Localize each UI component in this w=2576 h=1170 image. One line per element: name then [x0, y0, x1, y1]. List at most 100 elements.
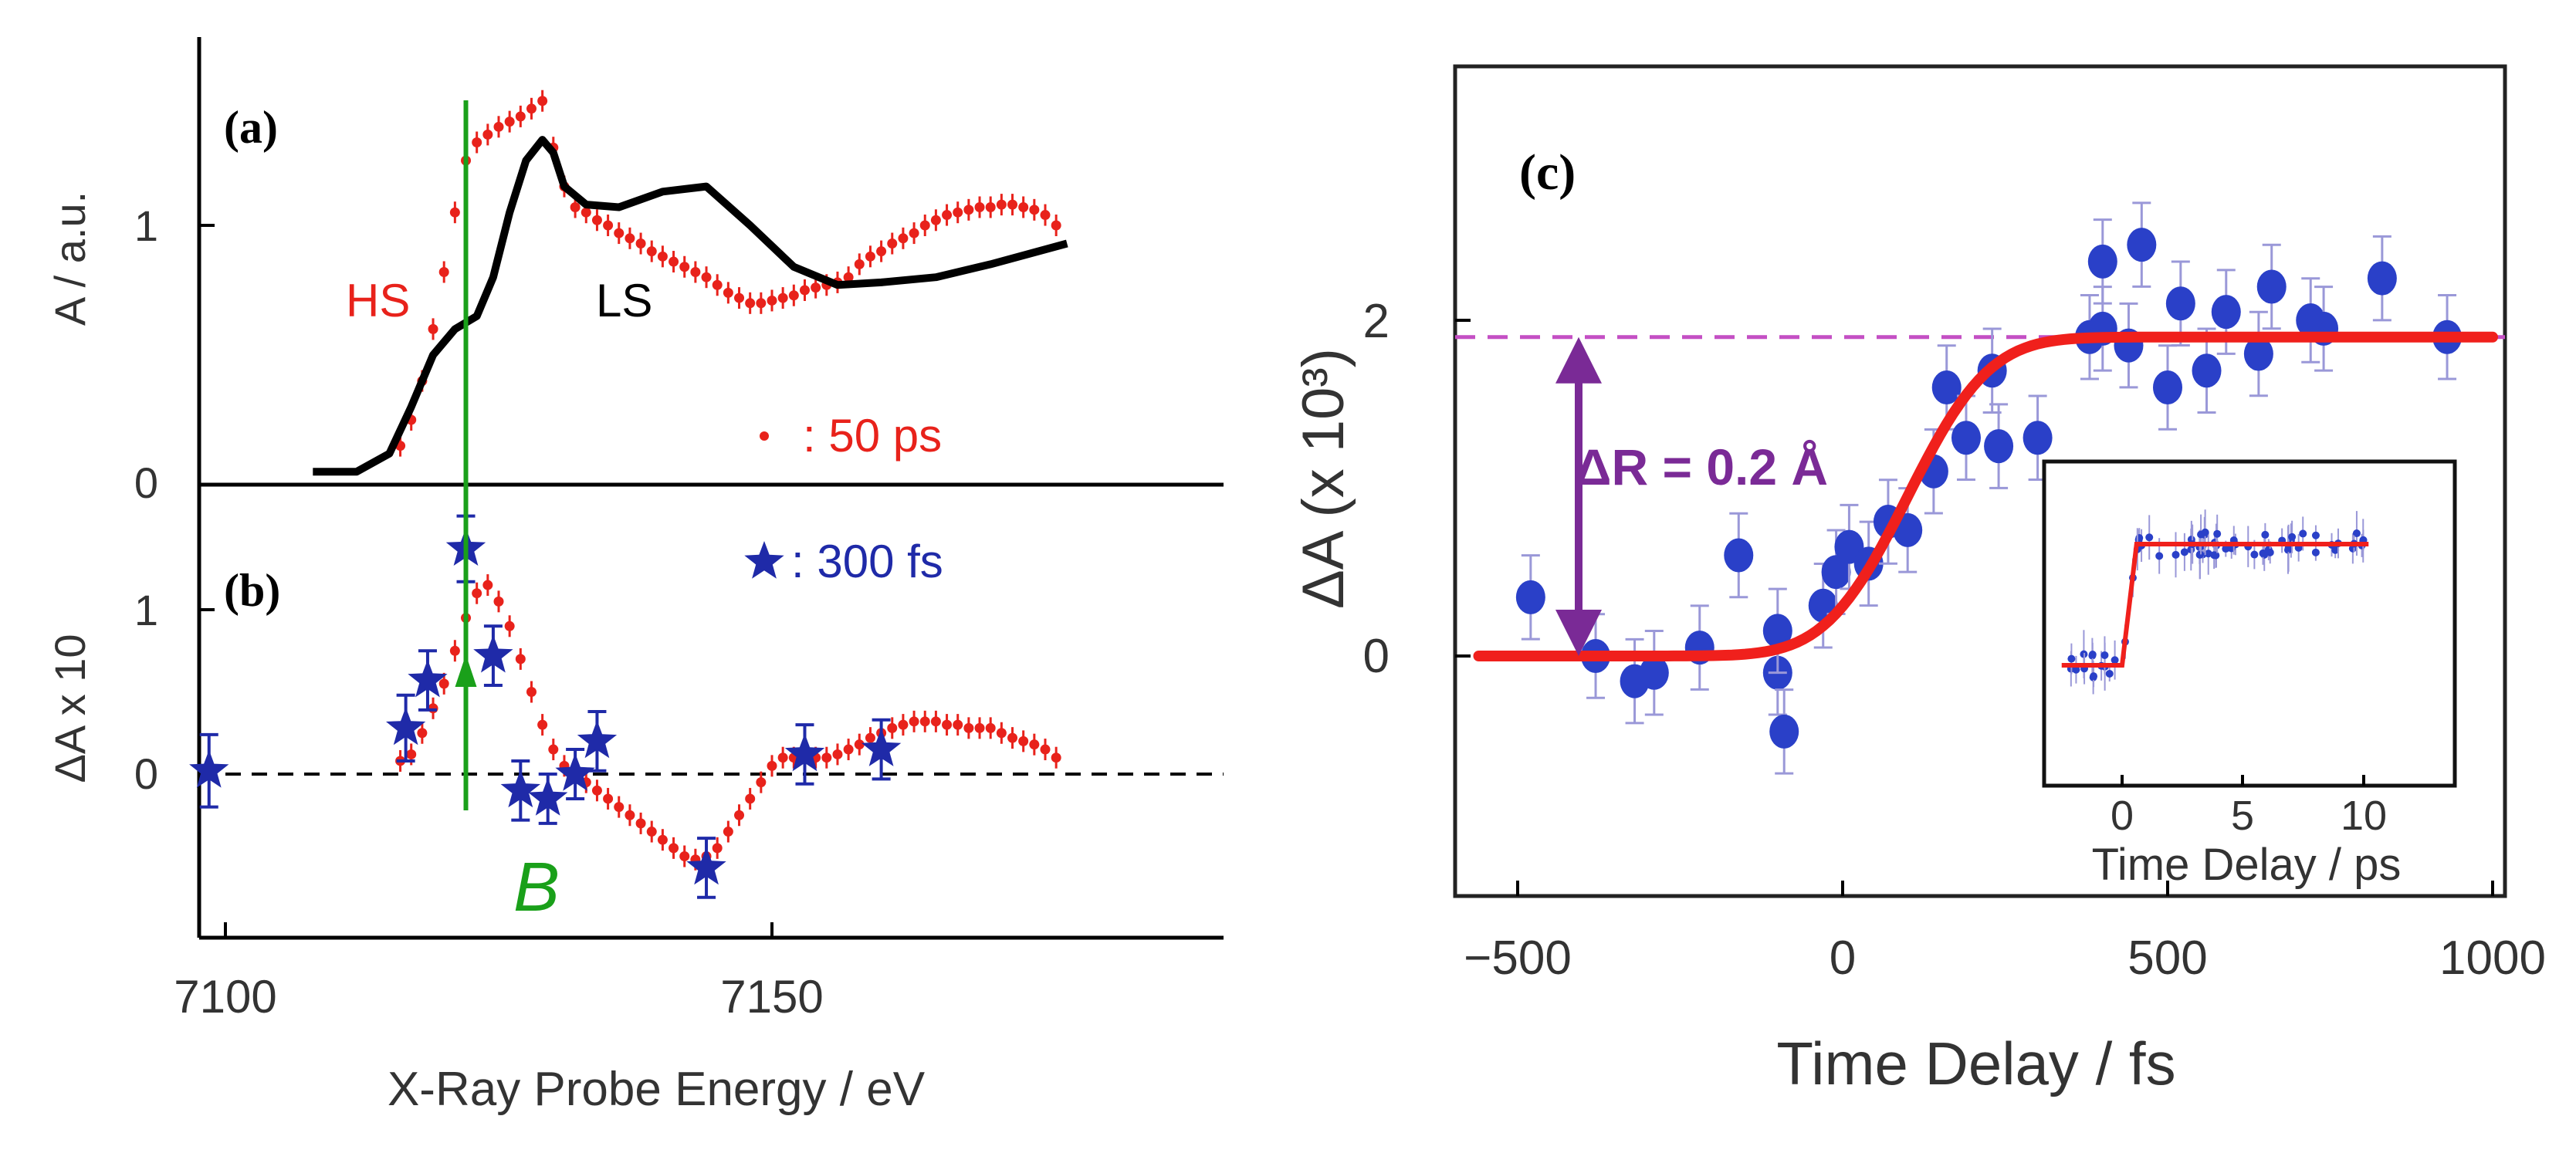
hs-point [930, 209, 941, 232]
inset-point [2288, 520, 2297, 553]
difference-point [504, 615, 515, 637]
hs-point [482, 123, 493, 146]
difference-point [625, 804, 635, 827]
difference-point [767, 755, 777, 777]
inset-xlabel: Time Delay / ps [2092, 840, 2402, 890]
difference-point [712, 837, 723, 859]
difference-point [657, 829, 668, 851]
panel-c-xlabel: Time Delay / fs [1776, 1030, 2175, 1097]
hs-point [472, 131, 482, 154]
panel-c-point [2165, 260, 2195, 347]
legend-label-300fs: : 300 fs [791, 536, 943, 587]
hs-point [657, 245, 668, 268]
difference-point [614, 796, 625, 818]
inset-point [2195, 530, 2204, 580]
panel-b-ytick-1: 1 [134, 586, 158, 634]
panel-b-xaxis: 7100 7150 X-Ray Probe Energy / eV [174, 922, 926, 1116]
panel-c-ytick-0: 0 [1363, 630, 1390, 683]
hs-point [701, 266, 712, 289]
panel-c-xtick-500: 500 [2127, 932, 2207, 985]
star-series-300fs [189, 514, 902, 899]
inset-point [2067, 643, 2076, 675]
difference-point [548, 739, 559, 761]
difference-50ps-points [395, 574, 1061, 871]
hs-point [876, 240, 887, 262]
panel-c-point [1984, 403, 2014, 489]
hs-point [614, 222, 625, 245]
panel-c-point [1639, 630, 1669, 716]
hs-point [919, 215, 930, 236]
panel-c-xtick-0: 0 [1830, 932, 1856, 985]
panel-a-ylabel: A / a.u. [46, 191, 94, 326]
panel-c-point [1769, 688, 1799, 775]
panel-c-point [2367, 235, 2397, 322]
hs-point [428, 318, 438, 340]
difference-point [1018, 730, 1029, 752]
inset-point [2180, 533, 2188, 571]
difference-point [974, 717, 985, 739]
hs-point [1018, 196, 1029, 218]
panel-c-point [2256, 243, 2287, 330]
panel-ab [197, 37, 1224, 940]
panel-c-point [1515, 554, 1545, 641]
difference-point [898, 714, 909, 736]
difference-point [591, 779, 602, 802]
panel-c-point [1684, 604, 1715, 691]
difference-point [723, 820, 733, 843]
panel-c-xtick-n500: −500 [1464, 932, 1572, 985]
star-point [473, 624, 513, 687]
hs-point [788, 284, 799, 306]
legend-star-icon [744, 541, 784, 579]
inset-fit-curve [2061, 542, 2369, 668]
panel-c-point [2153, 344, 2182, 431]
difference-point [832, 743, 843, 766]
hs-point [1029, 198, 1040, 221]
difference-point [646, 820, 657, 843]
hs-point [1040, 204, 1051, 226]
hs-point [635, 232, 646, 255]
difference-point [777, 746, 788, 769]
difference-point [669, 837, 679, 859]
hs-point [504, 110, 515, 133]
inset-point [2100, 636, 2109, 675]
panel-c-point [2309, 286, 2339, 372]
hs-point [963, 198, 974, 221]
panel-c: (c) ΔA (x 10³) 2 0 ΔR = 0.2 Å 0 5 10 Tim… [1291, 64, 2546, 1097]
inset-point [2090, 665, 2098, 688]
panel-c-point [2087, 286, 2117, 372]
difference-point [1007, 727, 1018, 749]
difference-point [515, 648, 526, 670]
star-point [500, 759, 540, 822]
panel-c-xtick-1000: 1000 [2439, 932, 2546, 985]
hs-point [449, 201, 460, 224]
hs-point [679, 255, 690, 278]
marker-b-line [455, 100, 477, 810]
star-point [189, 732, 229, 809]
hs-point [646, 240, 657, 262]
star-point [784, 723, 825, 786]
legend-dot-50ps [760, 431, 769, 441]
hs-point [854, 253, 865, 276]
difference-point [909, 710, 919, 732]
ls-label: LS [596, 275, 652, 326]
difference-point [472, 582, 482, 604]
hs-point [887, 232, 898, 255]
difference-point [537, 714, 548, 736]
hs-point [909, 222, 919, 245]
star-point [577, 710, 618, 773]
difference-point [919, 710, 930, 732]
difference-point [482, 574, 493, 597]
inset-point [2111, 640, 2119, 680]
hs-point [1051, 215, 1061, 236]
difference-point [854, 733, 865, 756]
star-point [686, 837, 726, 899]
difference-point [679, 845, 690, 867]
panel-c-point [2192, 327, 2222, 414]
difference-point [1040, 739, 1051, 761]
hs-point [690, 261, 701, 283]
delta-r-label: ΔR = 0.2 Å [1575, 438, 1828, 495]
inset-point [2213, 514, 2222, 553]
panel-c-point [2127, 201, 2157, 288]
inset-point [2197, 514, 2205, 555]
